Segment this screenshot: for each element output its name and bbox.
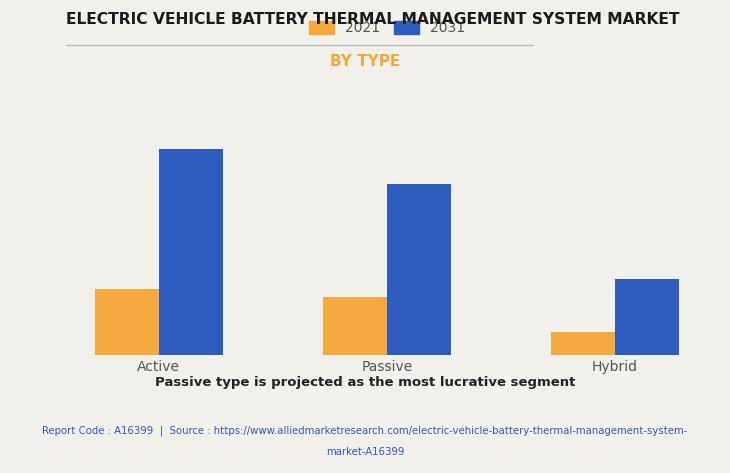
Bar [387,184,450,355]
Bar [551,332,615,355]
Legend: 2021, 2031: 2021, 2031 [304,17,469,39]
Text: market-A16399: market-A16399 [326,447,404,457]
Text: BY TYPE: BY TYPE [330,54,400,70]
Bar [615,279,679,355]
Text: ELECTRIC VEHICLE BATTERY THERMAL MANAGEMENT SYSTEM MARKET: ELECTRIC VEHICLE BATTERY THERMAL MANAGEM… [66,12,679,27]
Text: Report Code : A16399  |  Source : https://www.alliedmarketresearch.com/electric-: Report Code : A16399 | Source : https://… [42,426,688,436]
Bar [323,297,387,355]
Bar [95,289,159,355]
Bar [159,149,223,355]
Text: Passive type is projected as the most lucrative segment: Passive type is projected as the most lu… [155,376,575,389]
